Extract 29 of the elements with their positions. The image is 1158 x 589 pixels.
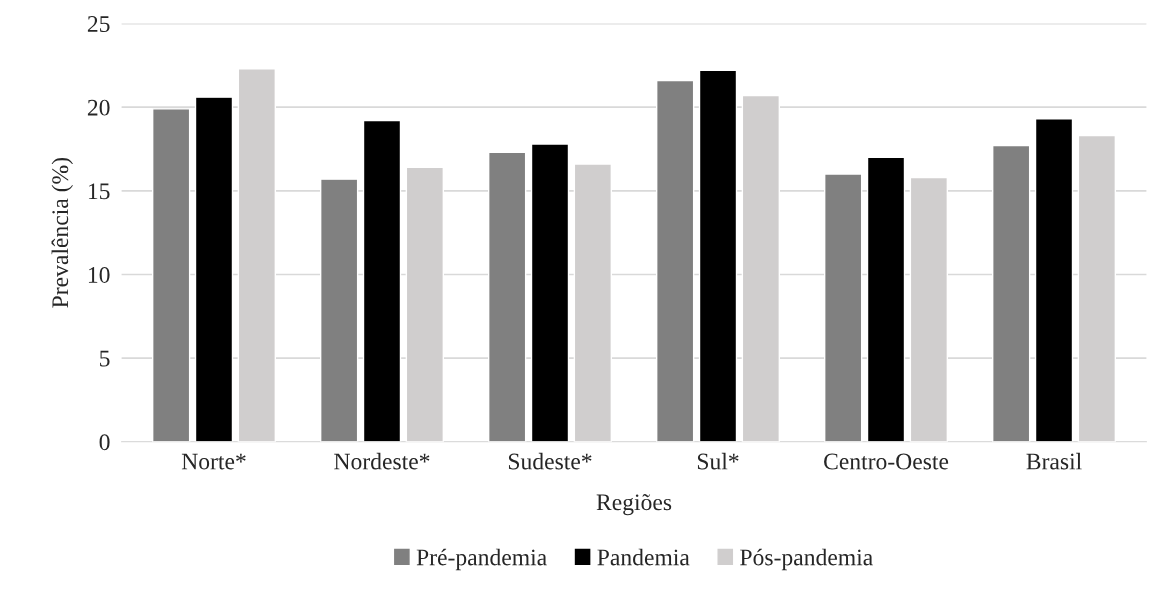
bar	[698, 69, 738, 442]
bar	[823, 173, 863, 442]
x-tick-label: Norte*	[181, 453, 246, 470]
bar	[655, 79, 695, 442]
y-axis-title: Prevalência (%)	[51, 157, 73, 308]
x-tick-label: Centro-Oeste	[824, 453, 949, 470]
bar	[487, 151, 527, 442]
x-axis-title: Regiões	[596, 494, 672, 516]
bar	[151, 108, 191, 442]
bar	[194, 96, 234, 442]
bar	[992, 144, 1031, 442]
legend-label: Pandemia	[597, 548, 690, 566]
x-tick-label: Sudeste*	[508, 452, 592, 470]
legend-label: Pré-pandemia	[416, 548, 547, 571]
y-tick-label: 5	[100, 350, 110, 367]
x-tick-label: Sul*	[697, 452, 739, 470]
bar	[530, 143, 570, 442]
y-tick-label: 25	[87, 16, 110, 32]
y-tick-label: 15	[88, 183, 110, 200]
legend-label: Pós-pandemia	[740, 548, 873, 571]
bar	[866, 156, 906, 442]
y-tick-label: 20	[87, 99, 110, 116]
bar	[1034, 118, 1074, 442]
x-tick-label: Brasil	[1026, 452, 1082, 470]
x-tick-label: Nordeste*	[334, 452, 430, 470]
bar	[319, 178, 359, 442]
bar	[362, 119, 402, 442]
y-tick-label: 10	[88, 266, 110, 283]
y-tick-label: 0	[99, 434, 110, 451]
